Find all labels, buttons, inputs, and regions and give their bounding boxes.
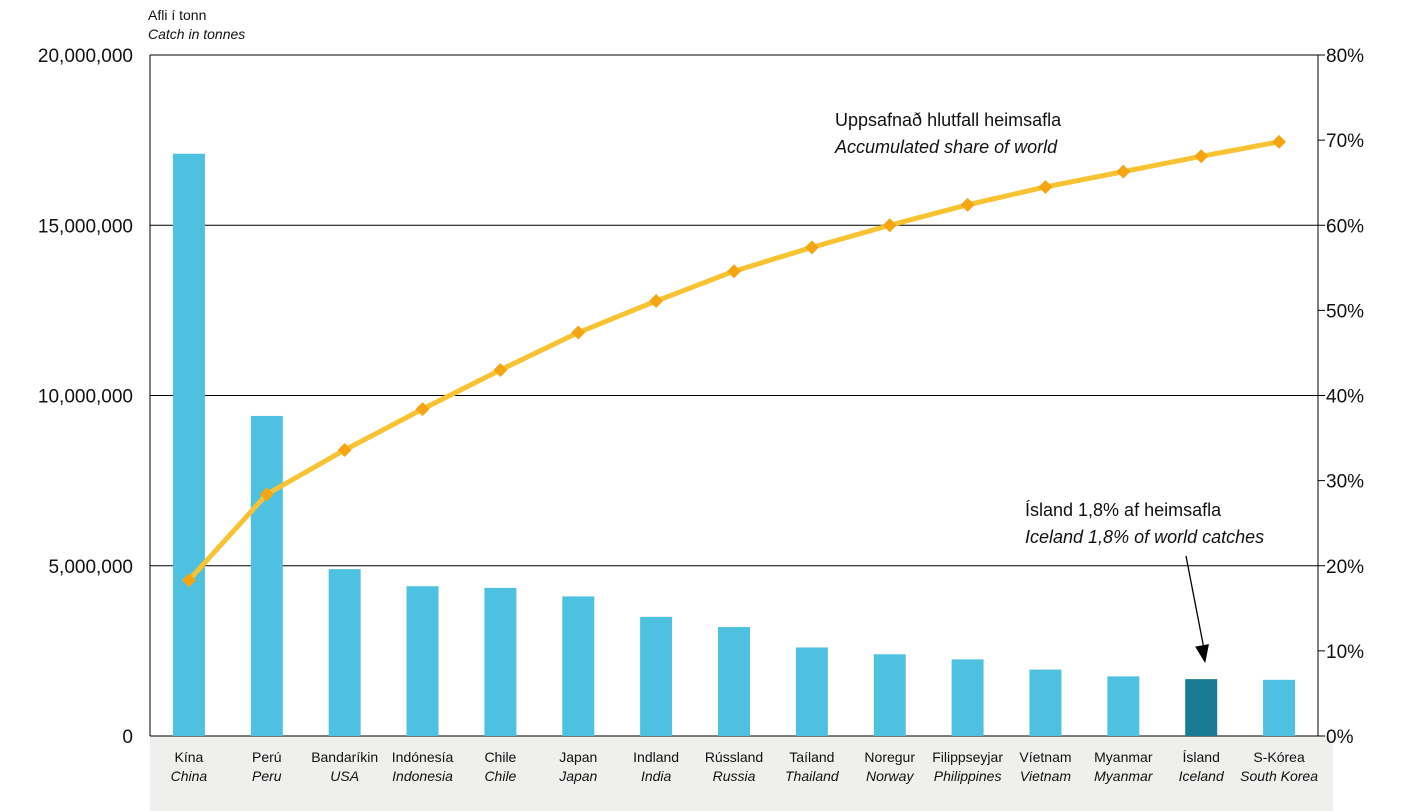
line-point	[571, 325, 586, 340]
y-axis-ticks: 0 5,000,000 10,000,000 15,000,000 20,000,000	[38, 46, 133, 748]
y2-tick-label: 70%	[1326, 131, 1364, 152]
bar	[951, 659, 984, 736]
arrow-head	[1195, 644, 1209, 664]
line-point	[1272, 134, 1287, 149]
bar	[1185, 679, 1218, 736]
category-label: Japan	[559, 749, 597, 765]
category-label-en: Indonesia	[392, 768, 453, 784]
y2-axis-ticks: 0% 10% 20% 30% 40% 50% 60% 70% 80%	[1318, 46, 1364, 748]
category-label-en: Chile	[484, 768, 516, 784]
category-label: Filippseyjar	[932, 749, 1003, 765]
category-label-en: India	[641, 768, 672, 784]
series-label-en: Accumulated share of world	[834, 137, 1058, 157]
y-tick-label: 20,000,000	[38, 46, 133, 67]
y2-tick-label: 0%	[1326, 727, 1354, 748]
category-label-en: Russia	[713, 768, 756, 784]
line-point	[259, 487, 274, 502]
y-tick-label: 15,000,000	[38, 216, 133, 237]
category-label: Rússland	[705, 749, 763, 765]
category-labels: Kína China Perú Peru Bandaríkin USA Indónesía I…	[171, 749, 1319, 784]
category-label-en: Myanmar	[1094, 768, 1154, 784]
bar	[172, 153, 205, 736]
line-point	[337, 442, 352, 457]
line-point	[415, 402, 430, 417]
annotation-arrow	[1185, 555, 1209, 664]
y2-tick-label: 60%	[1326, 216, 1364, 237]
line-point	[1194, 149, 1209, 164]
category-label-en: South Korea	[1240, 768, 1318, 784]
bar	[484, 587, 517, 736]
bar	[328, 569, 361, 736]
bar	[795, 647, 828, 736]
category-label-en: China	[171, 768, 208, 784]
category-label-en: USA	[330, 768, 359, 784]
category-label: Chile	[484, 749, 516, 765]
iceland-annotation: Ísland 1,8% af heimsafla	[1025, 500, 1222, 520]
accumulated-share-line	[181, 134, 1287, 588]
bars	[172, 153, 1296, 736]
y-tick-label: 0	[122, 727, 133, 748]
bar	[1263, 679, 1296, 736]
bar	[640, 616, 673, 736]
category-label: Indónesía	[392, 749, 454, 765]
category-label: Taíland	[789, 749, 834, 765]
category-band	[150, 736, 1333, 811]
category-label-en: Peru	[252, 768, 282, 784]
arrow-shaft	[1185, 555, 1206, 656]
category-label: Noregur	[864, 749, 915, 765]
y-axis-title-en: Catch in tonnes	[148, 26, 245, 42]
y-tick-label: 10,000,000	[38, 387, 133, 408]
category-label: Víetnam	[1019, 749, 1071, 765]
category-label: Kína	[175, 749, 204, 765]
category-label: Myanmar	[1094, 749, 1153, 765]
category-label: Indland	[633, 749, 679, 765]
y2-tick-label: 50%	[1326, 301, 1364, 322]
bar	[873, 654, 906, 736]
line-point	[727, 264, 741, 279]
y2-tick-label: 20%	[1326, 557, 1364, 578]
series-label: Uppsafnað hlutfall heimsafla	[835, 110, 1062, 130]
category-label-en: Iceland	[1179, 768, 1225, 784]
category-label-en: Japan	[558, 768, 597, 784]
y2-tick-label: 10%	[1326, 642, 1364, 663]
line-point	[960, 197, 975, 212]
category-label-en: Vietnam	[1020, 768, 1071, 784]
category-label: Bandaríkin	[311, 749, 378, 765]
line-point	[1038, 179, 1053, 194]
iceland-annotation-en: Iceland 1,8% of world catches	[1025, 527, 1264, 547]
line-point	[1116, 164, 1131, 179]
category-label: S-Kórea	[1253, 749, 1305, 765]
bar	[1029, 669, 1062, 736]
category-label: Ísland	[1183, 749, 1220, 765]
y2-tick-label: 30%	[1326, 472, 1364, 493]
y2-tick-label: 80%	[1326, 46, 1364, 67]
bar	[1107, 676, 1140, 736]
bar	[718, 627, 750, 736]
y-tick-label: 5,000,000	[48, 557, 133, 578]
category-label-en: Thailand	[785, 768, 840, 784]
bar	[250, 415, 283, 736]
y2-tick-label: 40%	[1326, 387, 1364, 408]
bar	[562, 596, 595, 736]
line-point	[181, 573, 196, 588]
category-label-en: Norway	[866, 768, 914, 784]
line-point	[804, 240, 819, 255]
category-label-en: Philippines	[934, 768, 1002, 784]
y-axis-title: Afli í tonn	[148, 7, 206, 23]
category-label: Perú	[252, 749, 282, 765]
line-point	[649, 294, 664, 309]
line-point	[493, 362, 508, 377]
bar	[406, 586, 439, 736]
line-point	[882, 218, 897, 233]
